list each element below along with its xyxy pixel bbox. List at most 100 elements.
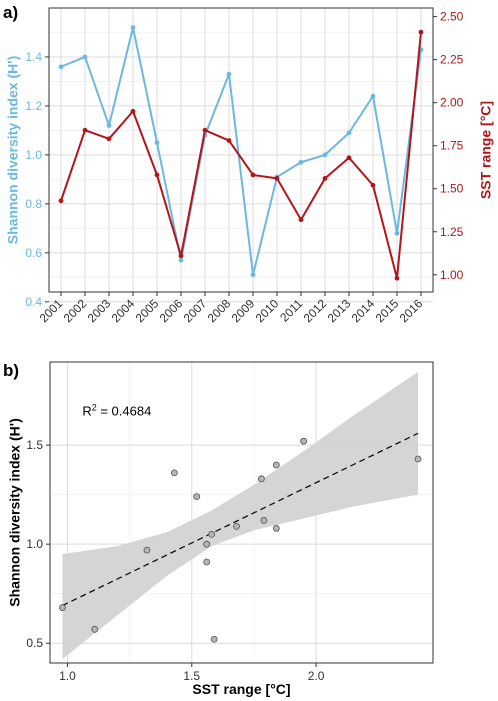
series-point (178, 257, 184, 263)
x-tick-label: 2006 (157, 296, 186, 325)
panel-a-grid (49, 8, 433, 303)
series-point (82, 54, 88, 60)
right-tick-label: 2.00 (440, 96, 464, 110)
series-point (322, 176, 328, 181)
x-tick-label: 2011 (277, 296, 305, 324)
x-tick-label: 2.0 (308, 669, 325, 683)
x-tick-label: 2016 (397, 296, 426, 325)
regression-line (62, 432, 419, 607)
series-point (154, 140, 160, 146)
panel-b-frame (49, 361, 434, 664)
scatter-point (208, 530, 216, 538)
panel-b-y-ticks: 0.5 1.0 1.5 (26, 438, 50, 650)
panel-a-label: a) (3, 3, 18, 22)
series-point (322, 152, 328, 158)
panel-a-left-axis-title: Shannon diversity index (H') (5, 56, 21, 244)
scatter-point (170, 469, 178, 477)
scatter-point (203, 540, 211, 548)
series-point (154, 172, 160, 178)
panel-b-x-ticks: 1.0 1.5 2.0 (59, 663, 325, 683)
right-tick-label: 2.50 (440, 10, 464, 24)
confidence-band (62, 371, 419, 660)
series-point (58, 198, 64, 204)
x-tick-label: 2009 (229, 296, 258, 325)
scatter-point (414, 455, 422, 463)
x-tick-label: 2004 (109, 296, 138, 325)
right-tick-label: 1.00 (440, 268, 464, 282)
series-point (106, 123, 112, 128)
series-point (346, 155, 352, 161)
x-tick-label: 1.0 (59, 669, 76, 683)
series-point (178, 253, 184, 259)
scatter-point (143, 546, 151, 554)
right-tick-label: 1.75 (440, 139, 464, 153)
x-tick-label: 2012 (301, 296, 330, 325)
r-squared-superscript: 2 (92, 402, 97, 412)
scatter-point (203, 558, 211, 566)
series-point (82, 127, 88, 133)
right-tick-label: 1.50 (440, 182, 464, 196)
series-sst (58, 29, 424, 281)
scatter-point (91, 625, 99, 633)
x-tick-label: 2013 (325, 296, 354, 325)
right-tick-label: 1.25 (440, 225, 464, 239)
series-shannon (58, 25, 424, 278)
scatter-point (210, 635, 218, 643)
panel-a-right-axis-title: SST range [°C] (478, 101, 494, 199)
left-tick-label: 0.4 (25, 295, 42, 309)
left-tick-label: 1.4 (25, 50, 42, 64)
series-point (418, 29, 424, 35)
scatter-point (300, 437, 308, 445)
series-point (370, 182, 376, 188)
x-tick-label: 1.5 (183, 669, 200, 683)
x-tick-label: 2002 (61, 296, 90, 325)
scatter-point (257, 475, 265, 483)
scatter-point (272, 461, 280, 469)
series-point (130, 25, 136, 30)
series-line (60, 26, 422, 276)
scatter-point (272, 524, 280, 532)
panel-a-line-chart: a) 0.4 0.6 0.8 1.0 1.2 1.4 1.00 1.25 1.50 1.75 2.… (3, 3, 494, 325)
series-point (226, 71, 232, 77)
series-line (60, 32, 422, 280)
series-point (298, 217, 304, 223)
panel-b-y-axis-title: Shannon diversity index (H') (7, 418, 23, 606)
series-point (394, 275, 400, 281)
r-squared-annotation: R2 = 0.4684 (82, 402, 151, 418)
series-point (130, 108, 136, 114)
x-tick-label: 2014 (349, 296, 378, 325)
r-squared-prefix: R (82, 403, 91, 418)
series-point (58, 64, 64, 70)
series-point (202, 127, 208, 133)
series-point (394, 230, 400, 236)
left-tick-label: 1.0 (25, 148, 42, 162)
panel-b-label: b) (3, 361, 19, 380)
x-tick-label: 2007 (181, 296, 210, 325)
series-point (226, 138, 232, 143)
panel-a-right-ticks: 1.00 1.25 1.50 1.75 2.00 2.25 2.50 (433, 10, 464, 282)
series-point (274, 176, 280, 181)
y-tick-label: 1.0 (26, 537, 43, 551)
panel-b-x-axis-title: SST range [°C] (192, 681, 290, 697)
left-tick-label: 0.6 (25, 246, 42, 260)
scatter-point (193, 493, 201, 501)
series-point (298, 159, 304, 165)
x-tick-label: 2010 (253, 296, 282, 325)
panel-b-scatter-chart: b) 0.5 1.0 1.5 1.0 1.5 2.0 SST range [°C] Sh… (3, 361, 434, 697)
left-tick-label: 1.2 (25, 99, 42, 113)
panel-a-frame (48, 7, 434, 293)
x-tick-label: 2003 (85, 296, 114, 325)
panel-b-points (59, 437, 422, 643)
right-tick-label: 2.25 (440, 53, 464, 67)
panel-a-x-ticks: 2001200220032004200520062007200820092010… (37, 292, 426, 325)
scatter-point (260, 517, 268, 524)
r-squared-value: = 0.4684 (97, 403, 152, 418)
x-tick-label: 2005 (133, 296, 162, 325)
left-tick-label: 0.8 (25, 197, 42, 211)
x-tick-label: 2015 (373, 296, 402, 325)
scatter-point (59, 604, 66, 611)
x-tick-label: 2008 (205, 296, 234, 325)
panel-a-series (58, 25, 424, 281)
series-point (250, 272, 256, 278)
